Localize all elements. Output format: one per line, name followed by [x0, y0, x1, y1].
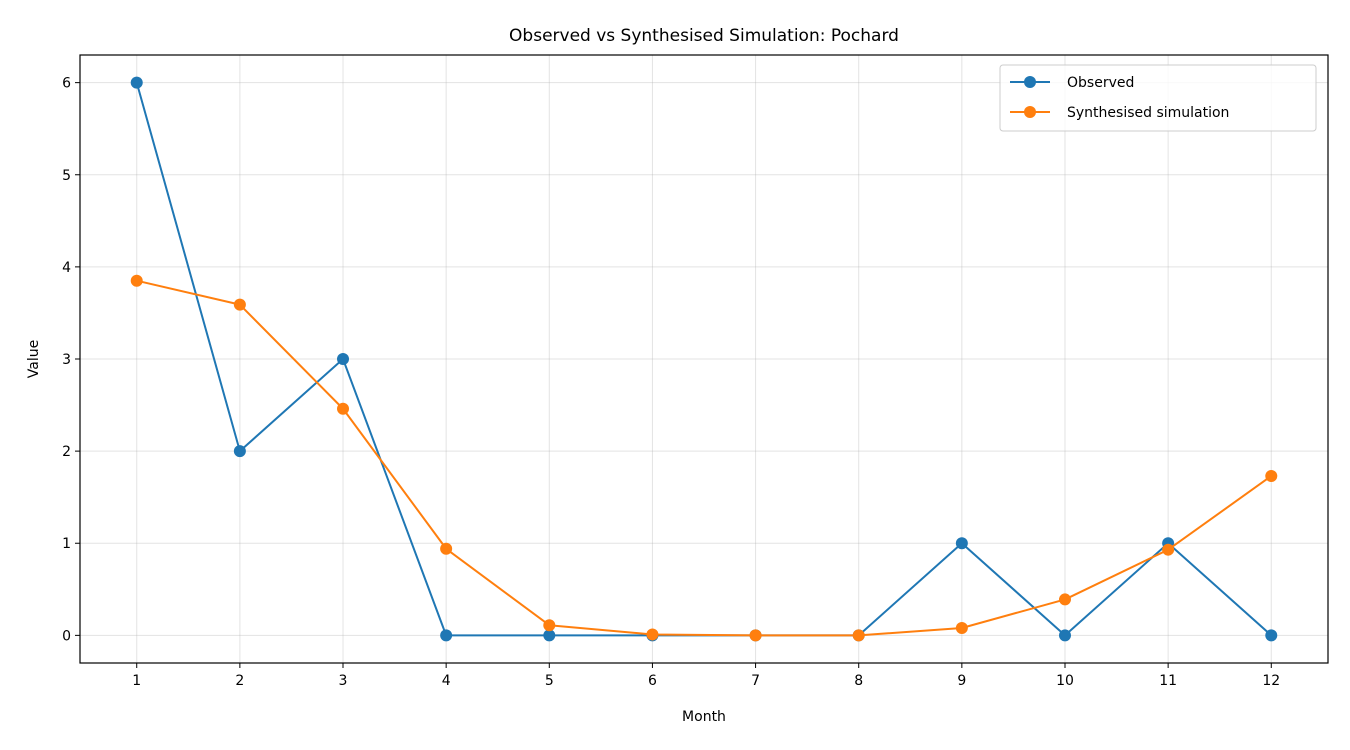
data-point-observed: [1058, 629, 1071, 642]
x-tick-label: 7: [751, 673, 760, 689]
data-point-observed: [337, 353, 350, 365]
legend: Observed Synthesised simulation: [999, 64, 1317, 132]
x-tick-label: 5: [545, 673, 554, 689]
series-line-synthesised-simulation: [136, 279, 1272, 637]
y-tick-label: 4: [62, 260, 71, 276]
legend-marker-observed: [1024, 76, 1036, 88]
legend-box: [999, 64, 1317, 132]
y-axis-label: Value: [26, 340, 42, 378]
data-point-synthesised-simulation: [1265, 469, 1278, 482]
data-point-observed: [1265, 629, 1278, 642]
chart-title: Observed vs Synthesised Simulation: Poch…: [509, 26, 899, 46]
x-tick-label: 4: [442, 673, 451, 689]
y-tick-label: 3: [62, 352, 71, 368]
y-tick-label: 1: [62, 536, 71, 552]
data-point-synthesised-simulation: [130, 274, 143, 287]
data-point-synthesised-simulation: [1162, 543, 1175, 556]
x-tick-label: 10: [1056, 673, 1074, 689]
x-tick-label: 6: [648, 673, 657, 689]
data-point-observed: [233, 445, 246, 458]
data-point-observed: [955, 537, 968, 550]
data-point-observed: [130, 76, 143, 89]
x-axis-label: Month: [682, 709, 726, 725]
data-point-synthesised-simulation: [337, 402, 350, 415]
series-layer: [130, 76, 1278, 642]
x-tick-label: 1: [132, 673, 141, 689]
x-tick-label: 11: [1159, 673, 1177, 689]
x-tick-label: 2: [235, 673, 244, 689]
y-tick-label: 0: [62, 628, 71, 644]
y-tick-label: 6: [62, 76, 71, 92]
data-point-observed: [543, 629, 556, 642]
data-point-synthesised-simulation: [1058, 593, 1071, 606]
legend-label-synthesised: Synthesised simulation: [1067, 105, 1229, 121]
x-tick-label: 12: [1262, 673, 1280, 689]
data-point-synthesised-simulation: [852, 629, 865, 642]
legend-marker-synthesised: [1024, 106, 1036, 118]
y-tick-label: 5: [62, 168, 71, 184]
plot-frame: [79, 54, 1329, 664]
data-point-synthesised-simulation: [749, 629, 762, 642]
data-point-observed: [440, 629, 453, 642]
y-axis-ticks: 0 1 2 3 4 5 6: [62, 76, 80, 644]
data-point-synthesised-simulation: [955, 621, 968, 634]
x-tick-label: 8: [854, 673, 863, 689]
x-tick-label: 9: [957, 673, 966, 689]
x-axis-ticks: 1 2 3 4 5 6 7 8 9 10 11 12: [132, 663, 1280, 689]
series-synthesised-simulation: [130, 274, 1278, 642]
data-point-synthesised-simulation: [646, 628, 659, 641]
x-tick-label: 3: [339, 673, 348, 689]
data-point-synthesised-simulation: [233, 298, 246, 311]
data-point-synthesised-simulation: [543, 619, 556, 632]
legend-label-observed: Observed: [1067, 75, 1134, 91]
y-tick-label: 2: [62, 444, 71, 460]
data-point-synthesised-simulation: [440, 542, 453, 555]
